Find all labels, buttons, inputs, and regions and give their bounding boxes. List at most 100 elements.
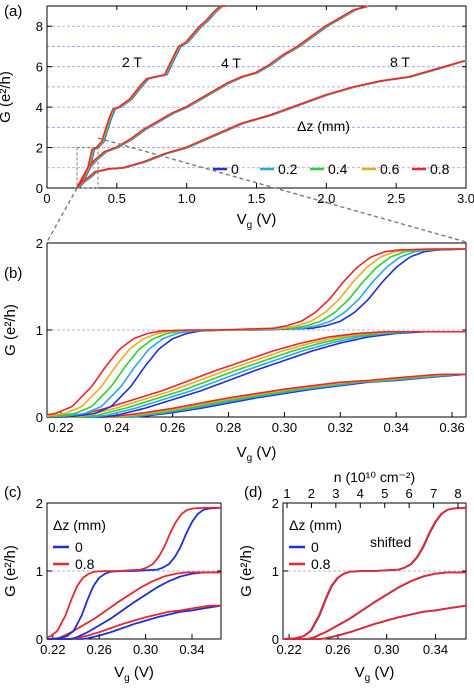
series-line-4T-dz0	[283, 571, 466, 640]
x-axis-label-main: V	[237, 444, 247, 461]
series-line-8T-dz4	[76, 59, 466, 189]
x-axis-label-sub: g	[124, 673, 130, 684]
series-line-2T-dz0	[46, 506, 222, 640]
series-line-2T-dz0	[78, 5, 230, 189]
panel-c-chart: 0.22 0.26 0.30 0.34 0 1 2 Vg (V) G (e²/h) Δz (mm)…	[2, 496, 222, 684]
legend-label: 0.4	[328, 161, 348, 177]
y-axis-label: G (e²/h)	[2, 304, 19, 356]
legend-label: 0.8	[430, 161, 450, 177]
y-tick-label: 0	[36, 632, 43, 647]
series-line-8T-dz4	[47, 373, 466, 418]
panel-a-chart: 0 0.5 1.0 1.5 2.0 2.5 3.0 0 2 4 6 8 Vg (V) G (e²/h) 2 …	[0, 5, 474, 231]
y-tick-label: 0	[36, 181, 43, 196]
y-tick-label: 1	[36, 323, 43, 338]
shifted-annotation: shifted	[370, 534, 411, 550]
legend-title: Δz (mm)	[289, 517, 342, 533]
y-tick-label: 6	[36, 60, 43, 75]
series-line-2T-dz0.8	[282, 506, 467, 640]
x-axis-label-unit: (V)	[252, 211, 276, 228]
x-axis-label-main: V	[355, 664, 365, 681]
legend-label: 0	[75, 539, 83, 555]
y-axis-label: G (e²/h)	[238, 545, 255, 597]
x-tick-label: 0.30	[133, 642, 158, 657]
legend-label: 0	[311, 539, 319, 555]
series-line-4T-dz4	[47, 330, 466, 418]
x-axis-label-unit: (V)	[370, 664, 394, 681]
series-line-2T-dz4	[75, 5, 228, 189]
x-axis-label-unit: (V)	[252, 444, 276, 461]
x-tick-label: 3.0	[457, 191, 474, 206]
zoom-guide-left	[46, 187, 78, 243]
top-axis-tick-label: 2	[308, 486, 315, 501]
field-annotation: 2 T	[122, 54, 142, 70]
x-tick-label: 0.32	[328, 420, 353, 435]
x-axis-label-sub: g	[247, 220, 253, 231]
plot-frame	[46, 5, 467, 189]
legend-label: 0	[231, 161, 239, 177]
series-line-4T-dz4	[75, 5, 368, 189]
x-axis-label: Vg (V)	[355, 664, 395, 684]
x-axis-label-main: V	[114, 664, 124, 681]
x-tick-label: 0.28	[216, 420, 241, 435]
x-tick-label: 0.26	[160, 420, 185, 435]
x-axis-label: Vg (V)	[114, 664, 154, 684]
top-axis-tick-label: 1	[283, 486, 290, 501]
x-tick-label: 0	[43, 191, 50, 206]
x-tick-label: 0.26	[87, 642, 112, 657]
legend-title: Δz (mm)	[53, 517, 106, 533]
x-tick-label: 0.36	[439, 420, 464, 435]
series-line-4T-dz0	[78, 5, 370, 189]
panel-b-chart: 0.22 0.24 0.26 0.28 0.30 0.32 0.34 0.36 0 1 2 Vg (V…	[2, 236, 467, 464]
y-tick-label: 2	[36, 496, 43, 511]
x-tick-label: 0.24	[104, 420, 129, 435]
y-tick-label: 2	[36, 236, 43, 251]
series-line-8T-dz2	[47, 373, 466, 418]
field-annotation: 4 T	[221, 55, 241, 71]
x-axis-label: Vg (V)	[237, 444, 277, 464]
panel-label-b: (b)	[4, 265, 22, 282]
x-axis-label-sub: g	[365, 673, 371, 684]
y-tick-label: 1	[36, 564, 43, 579]
x-tick-label: 0.30	[272, 420, 297, 435]
y-tick-label: 1	[272, 564, 279, 579]
field-annotation: 8 T	[390, 54, 410, 70]
series-line-4T-dz0.8	[47, 571, 221, 640]
panel-label-c: (c)	[4, 484, 22, 501]
series-line-8T-dz0	[47, 604, 222, 640]
zoom-guide-right	[97, 137, 467, 243]
y-tick-label: 0	[36, 410, 43, 425]
x-tick-label: 0.26	[325, 642, 350, 657]
x-axis-label-sub: g	[247, 453, 253, 464]
y-axis-label: G (e²/h)	[0, 71, 14, 123]
series-line-4T-dz0	[47, 571, 221, 640]
y-tick-label: 4	[36, 100, 43, 115]
x-tick-label: 1.0	[178, 191, 196, 206]
x-tick-label: 0.22	[40, 642, 65, 657]
top-axis-tick-label: 8	[454, 486, 461, 501]
series-line-2T-dz4	[46, 248, 466, 416]
zoom-guide-lines	[46, 137, 467, 243]
x-axis-label-unit: (V)	[130, 664, 154, 681]
series-line-4T-dz1	[77, 5, 370, 189]
legend-label: 0.8	[75, 556, 95, 572]
legend-label: 0.2	[278, 161, 298, 177]
top-axis-tick-label: 3	[332, 486, 339, 501]
top-axis-tick-label: 5	[381, 486, 388, 501]
y-tick-label: 2	[36, 141, 43, 156]
legend-label: 0.8	[311, 556, 331, 572]
x-axis-label-main: V	[237, 211, 247, 228]
series-line-2T-dz0.8	[46, 506, 221, 639]
x-axis-label: Vg (V)	[237, 211, 277, 231]
x-tick-label: 0.30	[374, 642, 399, 657]
x-tick-label: 0.22	[48, 420, 73, 435]
top-axis-tick-label: 4	[357, 486, 364, 501]
top-axis-tick-label: 7	[430, 486, 437, 501]
legend-title: Δz (mm)	[297, 118, 350, 134]
y-tick-label: 8	[36, 19, 43, 34]
series-line-8T-dz0.8	[283, 604, 467, 640]
x-tick-label: 0.34	[384, 420, 409, 435]
y-tick-label: 0	[272, 632, 279, 647]
x-tick-label: 0.34	[423, 642, 448, 657]
